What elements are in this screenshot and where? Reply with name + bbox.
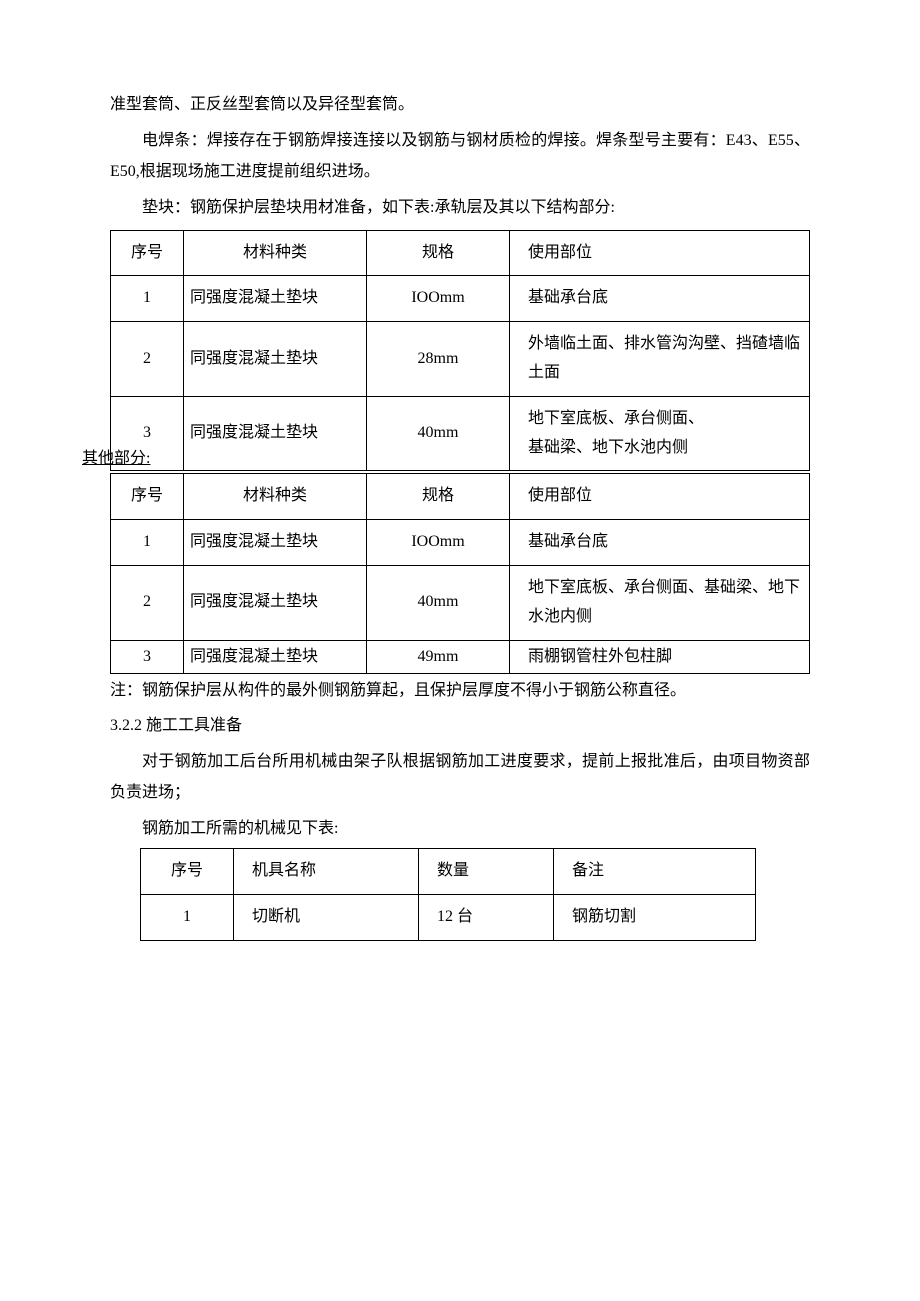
table-row: 1 同强度混凝土垫块 IOOmm 基础承台底: [111, 276, 810, 322]
table-header-row: 序号 机具名称 数量 备注: [141, 849, 756, 895]
paragraph-electrodes: 电焊条：焊接存在于钢筋焊接连接以及钢筋与钢材质检的焊接。焊条型号主要有：E43、…: [110, 126, 810, 187]
table-row: 1 同强度混凝土垫块 IOOmm 基础承台底: [111, 520, 810, 566]
cell-type: 同强度混凝土垫块: [184, 276, 367, 322]
cell-use: 雨棚钢管柱外包柱脚: [510, 640, 810, 674]
th-index: 序号: [111, 230, 184, 276]
cell-type: 同强度混凝土垫块: [184, 520, 367, 566]
cell-spec: IOOmm: [367, 520, 510, 566]
cell-type: 同强度混凝土垫块: [184, 322, 367, 397]
th-index: 序号: [141, 849, 234, 895]
table-header-row: 序号 材料种类 规格 使用部位: [111, 230, 810, 276]
th-use: 使用部位: [510, 230, 810, 276]
cell-idx: 2: [111, 565, 184, 640]
cell-type: 同强度混凝土垫块: [184, 396, 367, 471]
table-header-row: 序号 材料种类 规格 使用部位: [111, 474, 810, 520]
tools-table: 序号 机具名称 数量 备注 1 切断机 12 台 钢筋切割: [140, 848, 756, 941]
table-row: 2 同强度混凝土垫块 40mm 地下室底板、承台侧面、基础梁、地下水池内侧: [111, 565, 810, 640]
th-spec: 规格: [367, 230, 510, 276]
table-row: 3 同强度混凝土垫块 49mm 雨棚钢管柱外包柱脚: [111, 640, 810, 674]
spacer-table-2: 序号 材料种类 规格 使用部位 1 同强度混凝土垫块 IOOmm 基础承台底 2…: [110, 473, 810, 674]
cell-type: 同强度混凝土垫块: [184, 640, 367, 674]
th-name: 机具名称: [234, 849, 419, 895]
cell-use: 地下室底板、承台侧面、基础梁、地下水池内侧: [510, 565, 810, 640]
document-page: 准型套筒、正反丝型套筒以及异径型套筒。 电焊条：焊接存在于钢筋焊接连接以及钢筋与…: [0, 0, 920, 1301]
cell-spec: IOOmm: [367, 276, 510, 322]
cell-idx: 1: [111, 276, 184, 322]
cell-idx: 1: [141, 895, 234, 941]
cell-name: 切断机: [234, 895, 419, 941]
cell-use: 基础承台底: [510, 520, 810, 566]
cell-idx: 1: [111, 520, 184, 566]
cell-type: 同强度混凝土垫块: [184, 565, 367, 640]
cell-idx: 2: [111, 322, 184, 397]
table-row: 2 同强度混凝土垫块 28mm 外墙临土面、排水管沟沟壁、挡碴墙临土面: [111, 322, 810, 397]
paragraph-tools-table-intro: 钢筋加工所需的机械见下表:: [110, 814, 810, 844]
th-type: 材料种类: [184, 230, 367, 276]
cell-spec: 40mm: [367, 396, 510, 471]
cell-use: 地下室底板、承台侧面、 基础梁、地下水池内侧: [510, 396, 810, 471]
cell-use: 外墙临土面、排水管沟沟壁、挡碴墙临土面: [510, 322, 810, 397]
paragraph-spacer-intro: 垫块：钢筋保护层垫块用材准备，如下表:承轨层及其以下结构部分:: [110, 193, 810, 223]
table-row: 3 同强度混凝土垫块 40mm 地下室底板、承台侧面、 基础梁、地下水池内侧: [111, 396, 810, 471]
spacer-table-1: 序号 材料种类 规格 使用部位 1 同强度混凝土垫块 IOOmm 基础承台底 2…: [110, 230, 810, 472]
paragraph-sleeves: 准型套筒、正反丝型套筒以及异径型套筒。: [110, 90, 810, 120]
th-index: 序号: [111, 474, 184, 520]
cell-spec: 40mm: [367, 565, 510, 640]
table-row: 1 切断机 12 台 钢筋切割: [141, 895, 756, 941]
cell-spec: 49mm: [367, 640, 510, 674]
cell-qty: 12 台: [419, 895, 554, 941]
interstitial-label: 其他部分:: [82, 444, 150, 474]
paragraph-tools-intro: 对于钢筋加工后台所用机械由架子队根据钢筋加工进度要求，提前上报批准后，由项目物资…: [110, 747, 810, 808]
th-note: 备注: [554, 849, 756, 895]
th-qty: 数量: [419, 849, 554, 895]
cell-use: 基础承台底: [510, 276, 810, 322]
section-heading: 3.2.2 施工工具准备: [110, 711, 810, 741]
cell-note: 钢筋切割: [554, 895, 756, 941]
th-use: 使用部位: [510, 474, 810, 520]
note-paragraph: 注：钢筋保护层从构件的最外侧钢筋算起，且保护层厚度不得小于钢筋公称直径。: [110, 676, 810, 706]
cell-spec: 28mm: [367, 322, 510, 397]
table-block-1: 序号 材料种类 规格 使用部位 1 同强度混凝土垫块 IOOmm 基础承台底 2…: [110, 230, 810, 472]
cell-idx: 3: [111, 640, 184, 674]
th-type: 材料种类: [184, 474, 367, 520]
th-spec: 规格: [367, 474, 510, 520]
